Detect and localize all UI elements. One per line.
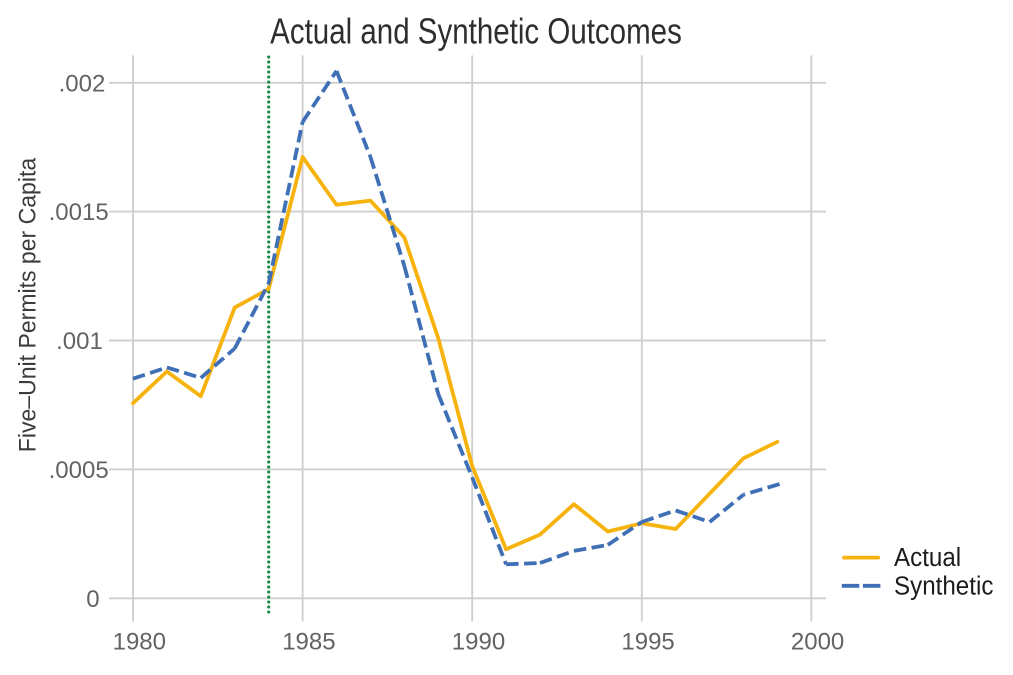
svg-text:Actual and Synthetic Outcomes: Actual and Synthetic Outcomes xyxy=(270,11,682,51)
svg-text:0: 0 xyxy=(86,586,99,613)
svg-text:1980: 1980 xyxy=(113,629,166,656)
svg-text:Five–Unit Permits per Capita: Five–Unit Permits per Capita xyxy=(14,157,41,452)
svg-text:.002: .002 xyxy=(59,70,106,97)
svg-text:.0005: .0005 xyxy=(49,457,109,484)
svg-text:2000: 2000 xyxy=(791,629,844,656)
svg-text:Synthetic: Synthetic xyxy=(894,572,993,601)
svg-text:.0015: .0015 xyxy=(49,199,109,226)
svg-text:Actual: Actual xyxy=(894,543,961,572)
svg-text:1985: 1985 xyxy=(282,629,335,656)
svg-text:1990: 1990 xyxy=(452,629,505,656)
svg-text:.001: .001 xyxy=(56,328,103,355)
svg-text:1995: 1995 xyxy=(621,629,674,656)
